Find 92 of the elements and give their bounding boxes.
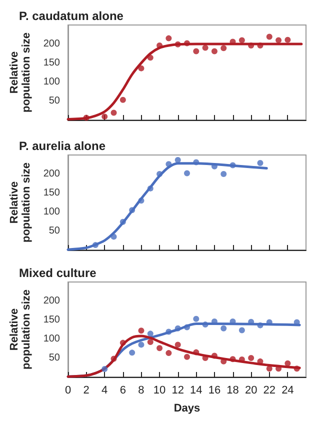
point <box>184 170 190 176</box>
point <box>238 327 245 334</box>
point <box>166 35 172 42</box>
y-axis-title: Relative population size <box>8 32 32 113</box>
point <box>184 40 190 46</box>
point <box>238 37 245 44</box>
point <box>147 330 154 337</box>
point <box>202 322 208 328</box>
point <box>166 328 172 335</box>
y-tick-label: 150 <box>43 188 60 198</box>
point <box>257 42 264 49</box>
point <box>138 198 144 204</box>
x-tick-label: 0 <box>64 384 72 396</box>
y-tick-label: 150 <box>43 58 60 68</box>
x-tick-label: 8 <box>138 384 144 396</box>
point <box>147 185 154 192</box>
chart-title: Mixed culture <box>19 266 97 280</box>
y-tick-label: 200 <box>43 168 60 180</box>
point <box>166 350 172 356</box>
point <box>193 48 200 54</box>
point <box>193 316 200 322</box>
y-tick-label: 200 <box>43 38 60 50</box>
point <box>110 356 117 362</box>
x-tick-label: 4 <box>102 384 108 396</box>
x-tick-label: 22 <box>263 384 276 396</box>
point <box>120 96 126 103</box>
x-tick-label: 20 <box>244 384 258 396</box>
point <box>174 156 181 163</box>
y-tick-label: 100 <box>43 334 60 344</box>
point <box>193 349 200 356</box>
y-axis-title: Relative population size <box>8 289 32 370</box>
point <box>266 366 272 372</box>
chart-title: P. aurelia alone <box>19 139 106 153</box>
point <box>193 159 200 166</box>
point <box>248 355 254 361</box>
y-tick-label: 100 <box>43 206 60 218</box>
x-tick-label: 12 <box>172 384 184 396</box>
x-tick-label: 6 <box>120 384 126 396</box>
point <box>220 171 227 177</box>
point <box>202 44 208 51</box>
point <box>138 328 144 334</box>
point <box>110 234 117 240</box>
x-tick-label: 18 <box>226 384 239 396</box>
point <box>174 342 181 348</box>
point <box>156 345 163 352</box>
point <box>284 360 291 366</box>
point <box>102 114 108 120</box>
point <box>120 218 126 225</box>
point <box>92 242 98 248</box>
x-tick-label: 16 <box>208 384 221 396</box>
chart-title: P. caudatum alone <box>19 9 124 23</box>
point <box>138 342 144 348</box>
x-tick-label: 14 <box>190 384 202 396</box>
y-tick-label: 150 <box>43 314 60 326</box>
y-tick-label: 200 <box>43 296 60 306</box>
point <box>166 161 172 168</box>
point <box>184 354 190 360</box>
point <box>248 42 254 49</box>
point <box>284 36 291 43</box>
point <box>211 352 218 359</box>
point <box>220 45 227 52</box>
point <box>120 340 126 346</box>
x-tick-label: 10 <box>153 384 166 396</box>
x-tick-label: 24 <box>282 384 294 396</box>
point <box>184 324 190 330</box>
point <box>147 339 154 346</box>
y-tick-label: 100 <box>43 76 60 88</box>
point <box>211 48 218 54</box>
point <box>174 325 181 332</box>
point <box>138 65 144 72</box>
x-axis-title: Days <box>174 402 200 414</box>
point <box>276 37 282 44</box>
y-tick-label: 50 <box>48 352 60 364</box>
y-tick-label: 50 <box>48 96 60 106</box>
point <box>220 325 227 332</box>
point <box>257 160 264 166</box>
point <box>102 366 108 372</box>
point <box>129 350 136 356</box>
point <box>230 356 236 362</box>
point <box>257 322 264 328</box>
point <box>129 207 136 214</box>
point <box>230 162 236 168</box>
point <box>294 366 300 372</box>
point <box>83 114 90 121</box>
point <box>266 34 272 40</box>
point <box>174 41 181 48</box>
y-tick-label: 50 <box>48 226 60 236</box>
point <box>110 110 117 116</box>
point <box>156 171 163 177</box>
y-axis-title: Relative population size <box>8 162 32 243</box>
point <box>147 54 154 61</box>
x-tick-label: 2 <box>83 384 90 396</box>
